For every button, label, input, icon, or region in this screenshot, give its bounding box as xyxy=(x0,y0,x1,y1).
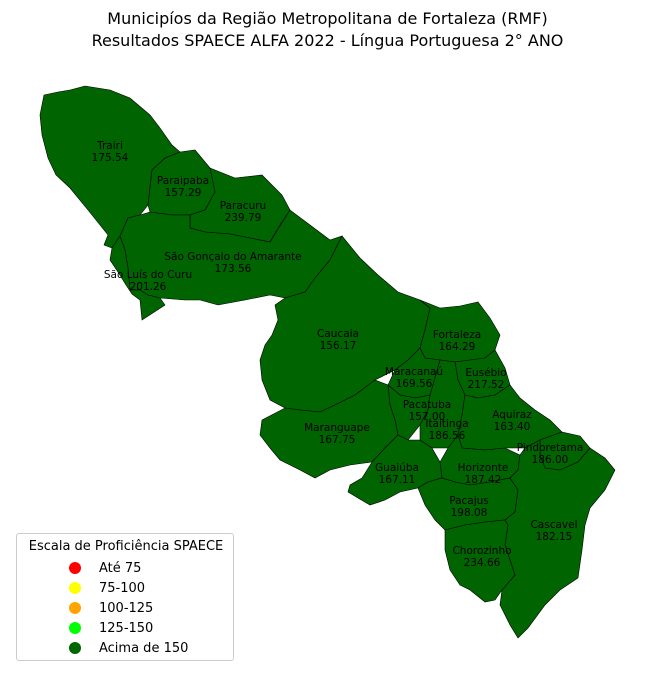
legend-label: Até 75 xyxy=(99,560,142,576)
label-itaitinga-name: Itaitinga xyxy=(425,418,468,430)
legend-item: 125-150 xyxy=(69,618,153,638)
map-title-line-1: Municipíos da Região Metropolitana de Fo… xyxy=(107,9,548,28)
municipality-sao-luis-do-curu xyxy=(109,235,166,321)
legend-swatch xyxy=(69,602,81,614)
legend-item: Até 75 xyxy=(69,558,141,578)
label-pacatuba-score: 157.00 xyxy=(409,411,446,423)
label-pindoretama-score: 186.00 xyxy=(532,454,569,466)
municipality-chorozinho xyxy=(444,519,516,603)
label-sao-goncalo-name: São Gonçalo do Amarante xyxy=(164,251,301,263)
label-caucaia-score: 156.17 xyxy=(320,340,357,352)
label-cascavel-name: Cascavel xyxy=(530,519,577,531)
label-sao-luis-score: 201.26 xyxy=(130,281,167,293)
legend: Escala de Proficiência SPAECE Até 75 75-… xyxy=(16,533,234,661)
label-eusebio-score: 217.52 xyxy=(468,379,505,391)
label-aquiraz-name: Aquiraz xyxy=(492,409,532,421)
label-paracuru-name: Paracuru xyxy=(220,200,266,212)
legend-item: Acima de 150 xyxy=(69,638,188,658)
label-guaiuba-name: Guaiúba xyxy=(375,462,419,474)
legend-label: 100-125 xyxy=(99,600,154,616)
label-sao-goncalo-score: 173.56 xyxy=(215,263,252,275)
legend-item: 100-125 xyxy=(69,598,153,618)
label-paraipaba-score: 157.29 xyxy=(165,187,202,199)
label-pacajus-name: Pacajus xyxy=(449,495,489,507)
municipality-shapes xyxy=(39,85,616,639)
legend-swatch xyxy=(69,582,81,594)
label-sao-luis-name: São Luís do Curu xyxy=(104,269,192,281)
municipality-labels: Trairi 175.54 Paraipaba 157.29 Paracuru … xyxy=(92,140,584,569)
label-horizonte-name: Horizonte xyxy=(458,462,509,474)
label-maranguape-score: 167.75 xyxy=(319,434,356,446)
legend-title: Escala de Proficiência SPAECE xyxy=(28,539,224,554)
label-chorozinho-name: Chorozinho xyxy=(452,545,511,557)
legend-swatch xyxy=(69,622,81,634)
label-trairi-name: Trairi xyxy=(96,140,123,152)
legend-swatch xyxy=(69,642,81,654)
label-paraipaba-name: Paraipaba xyxy=(157,175,209,187)
label-horizonte-score: 187.42 xyxy=(465,474,502,486)
legend-label: 125-150 xyxy=(99,620,154,636)
label-itaitinga-score: 186.56 xyxy=(429,430,466,442)
label-paracuru-score: 239.79 xyxy=(225,212,262,224)
label-trairi-score: 175.54 xyxy=(92,152,129,164)
label-eusebio-name: Eusébio xyxy=(465,367,506,379)
legend-item: 75-100 xyxy=(69,578,145,598)
label-caucaia-name: Caucaia xyxy=(317,328,359,340)
label-fortaleza-name: Fortaleza xyxy=(433,329,481,341)
legend-label: 75-100 xyxy=(99,580,146,596)
legend-label: Acima de 150 xyxy=(99,640,189,656)
label-guaiuba-score: 167.11 xyxy=(379,474,416,486)
label-maracanau-name: Maracanaú xyxy=(385,366,443,378)
map-title-line-2: Resultados SPAECE ALFA 2022 - Língua Por… xyxy=(91,31,564,50)
label-pacajus-score: 198.08 xyxy=(451,507,488,519)
label-pacatuba-name: Pacatuba xyxy=(403,399,451,411)
label-maracanau-score: 169.56 xyxy=(396,378,433,390)
label-aquiraz-score: 163.40 xyxy=(494,421,531,433)
legend-swatch xyxy=(69,562,81,574)
label-cascavel-score: 182.15 xyxy=(536,531,573,543)
label-fortaleza-score: 164.29 xyxy=(439,341,476,353)
label-maranguape-name: Maranguape xyxy=(304,422,370,434)
label-pindoretama-name: Pindoretama xyxy=(517,442,584,454)
label-chorozinho-score: 234.66 xyxy=(464,557,501,569)
